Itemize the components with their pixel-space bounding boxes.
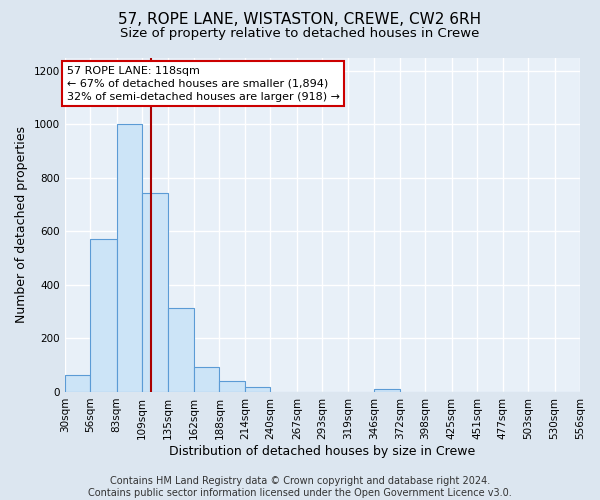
Y-axis label: Number of detached properties: Number of detached properties bbox=[15, 126, 28, 323]
Bar bbox=[220, 382, 245, 392]
Bar bbox=[245, 386, 271, 392]
Bar bbox=[116, 124, 142, 392]
Bar bbox=[194, 366, 220, 392]
X-axis label: Distribution of detached houses by size in Crewe: Distribution of detached houses by size … bbox=[169, 444, 475, 458]
Text: Contains HM Land Registry data © Crown copyright and database right 2024.
Contai: Contains HM Land Registry data © Crown c… bbox=[88, 476, 512, 498]
Text: Size of property relative to detached houses in Crewe: Size of property relative to detached ho… bbox=[121, 28, 479, 40]
Text: 57, ROPE LANE, WISTASTON, CREWE, CW2 6RH: 57, ROPE LANE, WISTASTON, CREWE, CW2 6RH bbox=[118, 12, 482, 28]
Bar bbox=[65, 374, 90, 392]
Bar bbox=[142, 192, 167, 392]
Text: 57 ROPE LANE: 118sqm
← 67% of detached houses are smaller (1,894)
32% of semi-de: 57 ROPE LANE: 118sqm ← 67% of detached h… bbox=[67, 66, 340, 102]
Bar bbox=[167, 308, 194, 392]
Bar bbox=[90, 240, 116, 392]
Bar bbox=[374, 390, 400, 392]
